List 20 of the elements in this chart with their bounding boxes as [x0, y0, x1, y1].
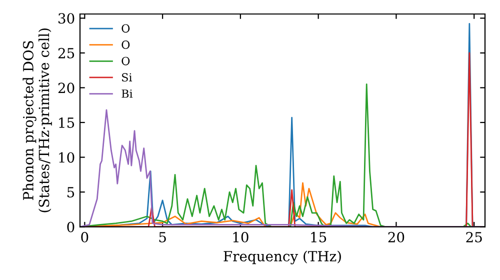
x-tick-label: 0 — [81, 232, 88, 242]
y-tick-label: 10 — [59, 152, 74, 163]
legend-label: Si — [122, 73, 132, 82]
x-tick-label: 20 — [388, 232, 404, 242]
y-tick-label: 15 — [59, 117, 74, 128]
y-tick-label: 25 — [58, 48, 74, 58]
x-tick-label: 10 — [233, 232, 248, 242]
x-tick-label: 5 — [159, 232, 166, 242]
legend-label: O — [122, 40, 130, 49]
y-tick-label: 20 — [58, 82, 74, 94]
x-tick-label: 25 — [466, 232, 482, 242]
legend-label: O — [122, 24, 130, 33]
y-tick-label: 30 — [58, 13, 74, 24]
x-tick-label: 15 — [311, 232, 326, 242]
legend-label: Bi — [122, 90, 133, 98]
y-axis-title: Phonon projected DOS (States/THz·primitive cell) — [22, 28, 52, 212]
y-tick-label: 0 — [67, 222, 74, 232]
legend-label: O — [122, 56, 130, 66]
y-tick-label: 5 — [67, 187, 74, 198]
x-axis-title: Frequency (THz) — [224, 250, 341, 264]
